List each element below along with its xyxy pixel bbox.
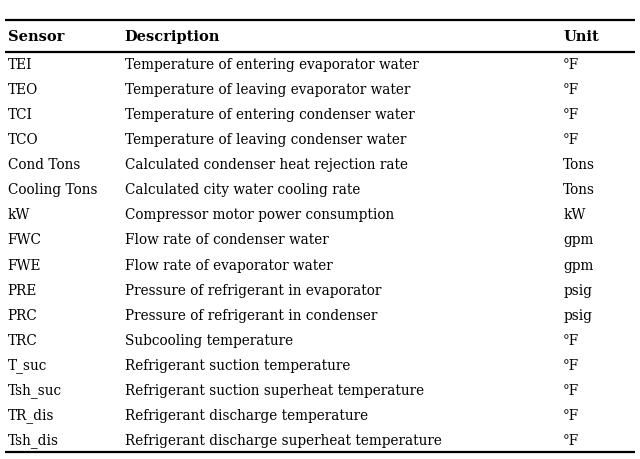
Text: Refrigerant discharge temperature: Refrigerant discharge temperature <box>125 408 368 422</box>
Text: Cooling Tons: Cooling Tons <box>8 183 97 197</box>
Text: Description: Description <box>125 30 220 44</box>
Text: psig: psig <box>563 283 592 297</box>
Text: T_suc: T_suc <box>8 358 47 372</box>
Text: Temperature of leaving condenser water: Temperature of leaving condenser water <box>125 133 406 147</box>
Text: FWC: FWC <box>8 233 42 247</box>
Text: °F: °F <box>563 83 579 97</box>
Text: Sensor: Sensor <box>8 30 64 44</box>
Text: °F: °F <box>563 383 579 397</box>
Text: Refrigerant discharge superheat temperature: Refrigerant discharge superheat temperat… <box>125 433 442 447</box>
Text: Pressure of refrigerant in evaporator: Pressure of refrigerant in evaporator <box>125 283 381 297</box>
Text: PRC: PRC <box>8 308 37 322</box>
Text: Temperature of entering evaporator water: Temperature of entering evaporator water <box>125 58 419 72</box>
Text: TEO: TEO <box>8 83 38 97</box>
Text: psig: psig <box>563 308 592 322</box>
Text: TCO: TCO <box>8 133 38 147</box>
Text: Tsh_suc: Tsh_suc <box>8 382 62 397</box>
Text: Subcooling temperature: Subcooling temperature <box>125 333 293 347</box>
Text: Unit: Unit <box>563 30 599 44</box>
Text: Refrigerant suction superheat temperature: Refrigerant suction superheat temperatur… <box>125 383 424 397</box>
Text: °F: °F <box>563 333 579 347</box>
Text: °F: °F <box>563 133 579 147</box>
Text: Calculated city water cooling rate: Calculated city water cooling rate <box>125 183 360 197</box>
Text: Tons: Tons <box>563 158 595 172</box>
Text: kW: kW <box>8 208 30 222</box>
Text: °F: °F <box>563 108 579 122</box>
Text: TEI: TEI <box>8 58 32 72</box>
Text: Calculated condenser heat rejection rate: Calculated condenser heat rejection rate <box>125 158 408 172</box>
Text: °F: °F <box>563 433 579 447</box>
Text: Pressure of refrigerant in condenser: Pressure of refrigerant in condenser <box>125 308 377 322</box>
Text: TRC: TRC <box>8 333 37 347</box>
Text: Temperature of leaving evaporator water: Temperature of leaving evaporator water <box>125 83 410 97</box>
Text: TR_dis: TR_dis <box>8 407 54 422</box>
Text: °F: °F <box>563 58 579 72</box>
Text: Tsh_dis: Tsh_dis <box>8 432 59 447</box>
Text: gpm: gpm <box>563 233 593 247</box>
Text: °F: °F <box>563 358 579 372</box>
Text: Flow rate of evaporator water: Flow rate of evaporator water <box>125 258 333 272</box>
Text: TCI: TCI <box>8 108 33 122</box>
Text: Cond Tons: Cond Tons <box>8 158 80 172</box>
Text: FWE: FWE <box>8 258 41 272</box>
Text: Refrigerant suction temperature: Refrigerant suction temperature <box>125 358 350 372</box>
Text: PRE: PRE <box>8 283 37 297</box>
Text: kW: kW <box>563 208 586 222</box>
Text: gpm: gpm <box>563 258 593 272</box>
Text: °F: °F <box>563 408 579 422</box>
Text: Flow rate of condenser water: Flow rate of condenser water <box>125 233 328 247</box>
Text: Temperature of entering condenser water: Temperature of entering condenser water <box>125 108 415 122</box>
Text: Tons: Tons <box>563 183 595 197</box>
Text: Compressor motor power consumption: Compressor motor power consumption <box>125 208 394 222</box>
